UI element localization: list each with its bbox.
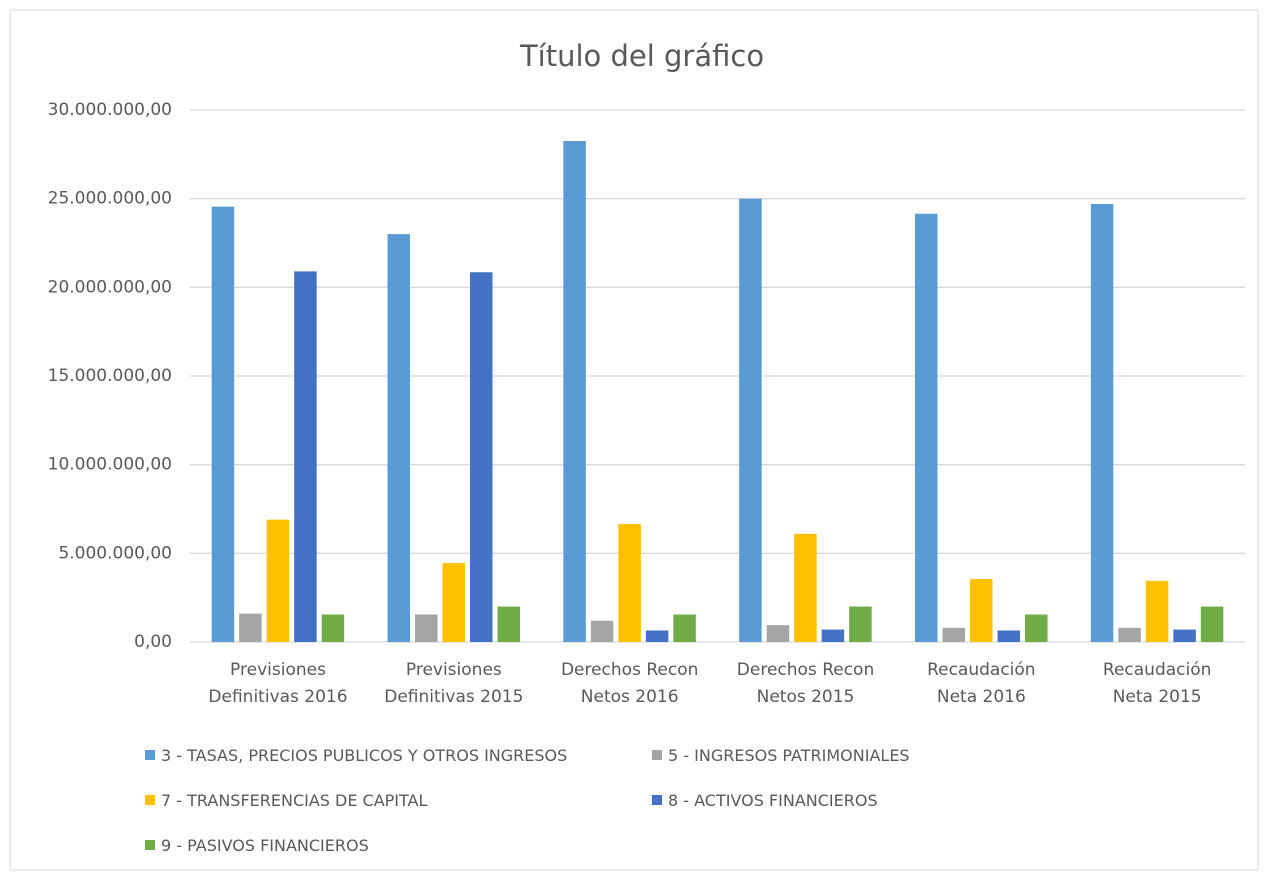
bar: [239, 613, 262, 642]
bar: [766, 625, 790, 642]
bar: [618, 524, 641, 642]
bar: [415, 614, 438, 642]
legend-label: 3 - TASAS, PRECIOS PUBLICOS Y OTROS INGR…: [161, 745, 568, 765]
legend-item: 8 - ACTIVOS FINANCIEROS: [652, 789, 878, 811]
bar: [211, 206, 235, 642]
bar: [470, 272, 493, 642]
y-tick-label: 0,00: [134, 632, 172, 652]
x-tick-label: Recaudación Neta 2015: [1102, 660, 1212, 707]
bar: [970, 579, 993, 642]
bar: [266, 519, 290, 642]
legend-item: 9 - PASIVOS FINANCIEROS: [145, 834, 369, 856]
bar: [673, 614, 696, 642]
legend-label: 7 - TRANSFERENCIAS DE CAPITAL: [161, 790, 428, 810]
legend-swatch: [652, 795, 662, 805]
bar: [821, 629, 845, 642]
bar: [321, 614, 345, 642]
bar: [387, 234, 410, 642]
x-tick-label: Derechos Recon Netos 2015: [736, 660, 875, 707]
bar: [497, 606, 520, 642]
bar: [942, 627, 965, 642]
bar: [590, 620, 614, 642]
bar: [294, 271, 317, 642]
legend-label: 8 - ACTIVOS FINANCIEROS: [668, 790, 878, 810]
bar: [915, 213, 938, 643]
bar: [563, 141, 586, 643]
y-tick-label: 25.000.000,00: [48, 189, 172, 209]
chart-title: Título del gráfico: [519, 39, 764, 73]
bar: [1025, 614, 1048, 642]
legend-label: 9 - PASIVOS FINANCIEROS: [161, 835, 369, 855]
y-tick-label: 5.000.000,00: [58, 543, 172, 563]
y-tick-label: 10.000.000,00: [48, 455, 172, 475]
y-tick-label: 15.000.000,00: [48, 366, 172, 386]
legend-label: 5 - INGRESOS PATRIMONIALES: [668, 745, 910, 765]
bar: [1145, 580, 1169, 642]
legend-swatch: [652, 750, 662, 760]
bar: [442, 563, 465, 642]
chart-border: [9, 9, 1259, 871]
legend-item: 7 - TRANSFERENCIAS DE CAPITAL: [145, 789, 427, 811]
x-tick-label: Previsiones Definitivas 2016: [208, 660, 348, 707]
bar: [739, 198, 762, 642]
x-tick-label: Derechos Recon Netos 2016: [560, 660, 699, 707]
bar: [1200, 606, 1224, 642]
bar: [849, 606, 872, 642]
x-tick-label: Recaudación Neta 2016: [927, 660, 1036, 707]
legend-swatch: [145, 795, 155, 805]
x-tick-label: Previsiones Definitivas 2015: [384, 660, 524, 707]
legend-item: 3 - TASAS, PRECIOS PUBLICOS Y OTROS INGR…: [145, 744, 567, 766]
legend-swatch: [145, 750, 155, 760]
y-tick-label: 20.000.000,00: [48, 277, 172, 297]
legend-item: 5 - INGRESOS PATRIMONIALES: [652, 744, 910, 766]
bar: [997, 630, 1020, 642]
bar: [645, 630, 669, 642]
bar: [1118, 627, 1141, 642]
legend-swatch: [145, 840, 155, 850]
bar: [1090, 203, 1114, 642]
bar: [1173, 629, 1196, 642]
y-tick-label: 30.000.000,00: [48, 100, 172, 120]
bar: [794, 533, 817, 642]
